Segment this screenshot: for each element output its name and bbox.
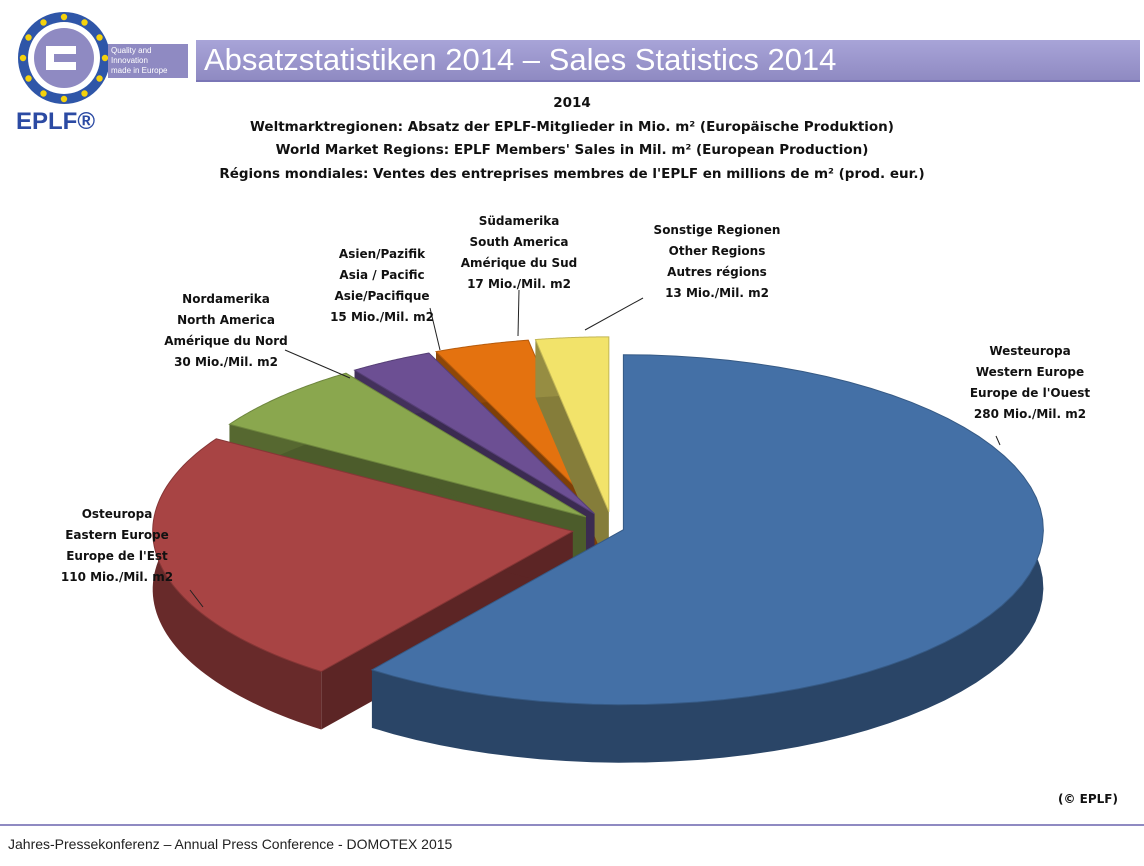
- slice-label: Südamerika South America Amérique du Sud 17…: [461, 214, 578, 291]
- slice-top: [353, 352, 595, 515]
- eu-stars-logo-icon: [18, 12, 110, 104]
- slice-label: Nordamerika North America Amérique du Nord…: [164, 292, 288, 369]
- slice-label-line: Other Regions: [669, 244, 766, 258]
- slice-label-line: Eastern Europe: [65, 528, 169, 542]
- slice-top: [370, 354, 1044, 706]
- slice-label-line: Amérique du Nord: [164, 334, 288, 348]
- subtitle-en: World Market Regions: EPLF Members' Sale…: [275, 142, 869, 158]
- slice-label-line: Nordamerika: [182, 292, 270, 306]
- slice-label-line: 17 Mio./Mil. m2: [467, 277, 571, 291]
- eplf-wordmark: EPLF®: [16, 108, 96, 135]
- header-bar: Absatzstatistiken 2014 – Sales Statistic…: [196, 40, 1140, 82]
- slice-label: Asien/Pazifik Asia / Pacific Asie/Pacifiqu…: [330, 247, 434, 324]
- slice-label-line: Europe de l'Est: [66, 549, 168, 563]
- slice-label-line: Europe de l'Ouest: [970, 386, 1091, 400]
- slice-label-line: 280 Mio./Mil. m2: [974, 407, 1086, 421]
- slice-top: [228, 372, 587, 518]
- logo-caption-line: Innovation: [111, 56, 148, 65]
- slice-label-line: Western Europe: [976, 365, 1084, 379]
- pie-slice-0: [370, 354, 1044, 763]
- slice-label-line: Amérique du Sud: [461, 256, 578, 270]
- slice-label-line: South America: [469, 235, 568, 249]
- slice-rim: [371, 354, 1044, 763]
- slice-top: [435, 339, 603, 513]
- slice-label-line: Asien/Pazifik: [339, 247, 426, 261]
- slice-label: Osteuropa Eastern Europe Europe de l'Est 11…: [61, 507, 173, 584]
- slice-label-line: 110 Mio./Mil. m2: [61, 570, 173, 584]
- slice-label: Westeuropa Western Europe Europe de l'Oues…: [970, 344, 1091, 421]
- slice-label-line: Osteuropa: [82, 507, 153, 521]
- logo-caption: Quality and Innovation made in Europe: [108, 44, 188, 78]
- chart-titles: 2014 Weltmarktregionen: Absatz der EPLF-…: [0, 92, 1144, 186]
- leader-line: [284, 349, 351, 379]
- leader-line: [995, 435, 1001, 446]
- page-title: Absatzstatistiken 2014 – Sales Statistic…: [204, 42, 837, 77]
- logo-caption-line: Quality and: [111, 46, 152, 55]
- slice-label-line: Westeuropa: [989, 344, 1070, 358]
- logo-caption-line: made in Europe: [111, 66, 168, 75]
- leader-line: [429, 307, 441, 351]
- slice-label-line: Südamerika: [479, 214, 560, 228]
- leader-line: [517, 289, 520, 337]
- footer-text: Jahres-Pressekonferenz – Annual Press Co…: [8, 836, 453, 852]
- slice-label: Sonstige Regionen Other Regions Autres rég…: [654, 223, 781, 300]
- slice-label-line: 13 Mio./Mil. m2: [665, 286, 769, 300]
- slice-top: [534, 336, 610, 513]
- subtitle-fr: Régions mondiales: Ventes des entreprise…: [219, 165, 925, 182]
- slice-label-line: 30 Mio./Mil. m2: [174, 355, 278, 369]
- chart-year: 2014: [553, 95, 591, 111]
- leader-line: [189, 589, 204, 608]
- slice-label-line: Autres régions: [667, 265, 767, 279]
- slice-label-line: Asie/Pacifique: [334, 289, 429, 303]
- slice-label-line: North America: [177, 313, 275, 327]
- subtitle-de: Weltmarktregionen: Absatz der EPLF-Mitgl…: [250, 118, 894, 135]
- leader-line: [584, 297, 644, 331]
- slice-top: [152, 438, 575, 673]
- eplf-logo: [12, 6, 212, 136]
- footer-divider: [0, 824, 1144, 826]
- slice-label-line: Asia / Pacific: [339, 268, 424, 282]
- slice-label-line: 15 Mio./Mil. m2: [330, 310, 434, 324]
- copyright-note: (© EPLF): [1058, 792, 1118, 806]
- slice-label-line: Sonstige Regionen: [654, 223, 781, 237]
